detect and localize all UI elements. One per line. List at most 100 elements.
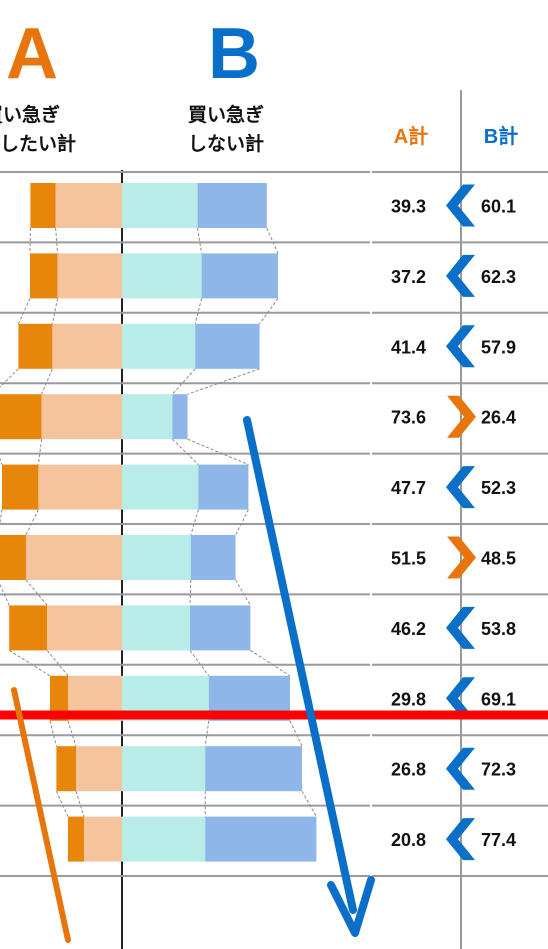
connector-line bbox=[8, 649, 51, 677]
bar-a-strong bbox=[18, 323, 53, 369]
bar-a-weak bbox=[55, 183, 122, 228]
bar-b-strong bbox=[205, 746, 302, 792]
b-total-value: 57.9 bbox=[481, 337, 516, 357]
a-label-line1: 買い急ぎ bbox=[0, 103, 60, 126]
connector-line bbox=[187, 438, 249, 466]
bar-a-weak bbox=[41, 394, 122, 440]
a-total-value: 47.7 bbox=[391, 478, 426, 498]
connector-line bbox=[55, 790, 69, 817]
comparison-arrow-b bbox=[446, 466, 475, 509]
bar-a-strong bbox=[50, 675, 68, 721]
a-total-value: 37.2 bbox=[391, 267, 426, 287]
row-totals: 39.3 60.1 37.2 62.3 41.4 57.9 73.6 26.4 47.7 52.3… bbox=[391, 184, 516, 861]
a-total-value: 46.2 bbox=[391, 619, 426, 639]
connector-line bbox=[187, 368, 260, 395]
a-total-value: 41.4 bbox=[391, 337, 426, 357]
connector-line bbox=[235, 579, 251, 606]
comparison-arrow-b bbox=[446, 606, 475, 649]
bar-b-strong bbox=[198, 464, 249, 510]
connector-line bbox=[194, 298, 203, 324]
bar-a-weak bbox=[52, 323, 122, 369]
a-total-value: 20.8 bbox=[391, 830, 426, 850]
b-total-value: 26.4 bbox=[481, 408, 516, 428]
comparison-arrow-b bbox=[446, 254, 475, 297]
comparison-arrow-b bbox=[446, 184, 475, 227]
connector-line bbox=[190, 509, 199, 536]
b-label-line2: しない計 bbox=[188, 132, 264, 155]
connector-line bbox=[67, 720, 77, 747]
comparison-arrow-b bbox=[446, 747, 475, 790]
a-label-line2: したい計 bbox=[0, 132, 76, 155]
bar-b-weak bbox=[122, 605, 190, 651]
b-total-value: 77.4 bbox=[481, 830, 516, 850]
connector-line bbox=[0, 457, 3, 465]
comparison-arrow-b bbox=[446, 818, 475, 861]
connector-line bbox=[259, 298, 279, 325]
connector-line bbox=[17, 298, 31, 325]
row-gridlines bbox=[0, 171, 548, 877]
orange-trend-arrow bbox=[11, 687, 71, 943]
connector-line bbox=[189, 579, 192, 606]
bar-a-weak bbox=[57, 253, 122, 299]
bar-a-strong bbox=[9, 605, 48, 651]
connector-line bbox=[301, 790, 317, 817]
a-total-value: 73.6 bbox=[391, 408, 426, 428]
bar-b-weak bbox=[122, 394, 173, 440]
bar-b-strong bbox=[195, 323, 260, 369]
bar-b-weak bbox=[122, 253, 202, 299]
bar-a-strong bbox=[0, 394, 42, 440]
col-b-header: B計 bbox=[484, 124, 518, 148]
letter-a: A bbox=[6, 14, 58, 94]
b-total-value: 69.1 bbox=[481, 689, 516, 709]
connector-line bbox=[235, 509, 249, 536]
connector-line bbox=[197, 227, 203, 254]
bar-a-weak bbox=[47, 605, 123, 651]
bar-b-strong bbox=[190, 605, 251, 651]
connector-line bbox=[189, 650, 210, 677]
a-total-value: 29.8 bbox=[391, 689, 426, 709]
bar-b-weak bbox=[122, 816, 206, 862]
connector-line bbox=[49, 720, 57, 747]
bar-b-strong bbox=[201, 253, 278, 299]
bar-b-strong bbox=[190, 535, 236, 580]
bar-b-weak bbox=[122, 323, 196, 369]
bar-b-weak bbox=[122, 464, 199, 510]
bar-b-strong bbox=[197, 183, 267, 228]
bar-a-strong bbox=[56, 746, 76, 792]
connector-line bbox=[0, 583, 10, 606]
b-total-value: 60.1 bbox=[481, 197, 516, 217]
blue-trend-arrow bbox=[243, 416, 375, 937]
bar-a-strong bbox=[68, 816, 84, 862]
bar-a-weak bbox=[84, 816, 122, 862]
bar-b-weak bbox=[122, 183, 198, 228]
b-total-value: 48.5 bbox=[481, 549, 516, 569]
bar-a-strong bbox=[30, 183, 56, 228]
b-total-value: 72.3 bbox=[481, 760, 516, 780]
b-total-value: 62.3 bbox=[481, 267, 516, 287]
connector-line bbox=[172, 438, 199, 465]
connector-line bbox=[0, 509, 3, 526]
a-total-value: 26.8 bbox=[391, 760, 426, 780]
bar-b-weak bbox=[122, 746, 206, 792]
connector-line bbox=[37, 439, 43, 465]
bar-connectors bbox=[0, 227, 317, 817]
bar-a-strong bbox=[2, 464, 39, 510]
b-total-value: 52.3 bbox=[481, 478, 516, 498]
b-total-value: 53.8 bbox=[481, 619, 516, 639]
bar-a-weak bbox=[76, 746, 122, 792]
a-total-value: 51.5 bbox=[391, 549, 426, 569]
col-a-header: A計 bbox=[394, 124, 428, 148]
comparison-arrow-a bbox=[447, 536, 476, 579]
connector-line bbox=[172, 368, 196, 395]
bar-a-weak bbox=[26, 535, 122, 580]
connector-line bbox=[0, 368, 19, 388]
bar-b-strong bbox=[205, 816, 317, 862]
connector-line bbox=[266, 227, 279, 254]
a-total-value: 39.3 bbox=[391, 197, 426, 217]
letter-b: B bbox=[208, 14, 260, 94]
bar-a-strong bbox=[0, 535, 26, 580]
comparison-arrow-a bbox=[447, 395, 476, 438]
connector-line bbox=[55, 227, 59, 254]
bar-a-strong bbox=[30, 253, 58, 299]
